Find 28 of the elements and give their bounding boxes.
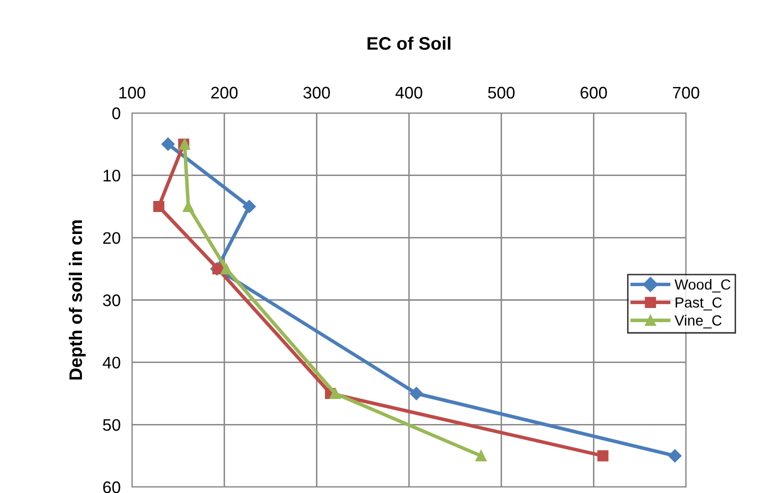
x-tick-label: 300 xyxy=(303,86,330,99)
legend-label: Wood_C xyxy=(674,278,730,292)
y-tick-label: 40 xyxy=(102,356,120,369)
point xyxy=(597,450,608,462)
point xyxy=(220,263,232,274)
x-tick-label: 400 xyxy=(395,86,422,99)
y-tick-label: 50 xyxy=(103,419,120,431)
y-tick-label: 0 xyxy=(112,107,120,120)
x-tick-label: 200 xyxy=(211,86,238,99)
point xyxy=(410,386,423,400)
legend-label: Vine_C xyxy=(674,314,722,328)
point xyxy=(475,450,487,462)
point xyxy=(330,388,341,400)
y-tick-label: 10 xyxy=(104,170,120,182)
y-tick-label: 30 xyxy=(102,294,120,306)
x-tick-label: 500 xyxy=(488,86,515,99)
y-tick-label: 20 xyxy=(103,232,120,244)
x-tick-label: 600 xyxy=(580,86,607,99)
x-tick-label: 700 xyxy=(672,86,700,99)
x-tick-label: 100 xyxy=(119,86,146,99)
point xyxy=(161,138,175,151)
legend-label: Past_C xyxy=(676,297,722,310)
point xyxy=(668,449,682,462)
point xyxy=(153,200,164,212)
point xyxy=(242,200,256,214)
chart-title: EC of Soil xyxy=(368,36,450,50)
y-axis-title: Depth of soil in cm xyxy=(68,220,86,380)
y-tick-label: 60 xyxy=(103,481,120,493)
